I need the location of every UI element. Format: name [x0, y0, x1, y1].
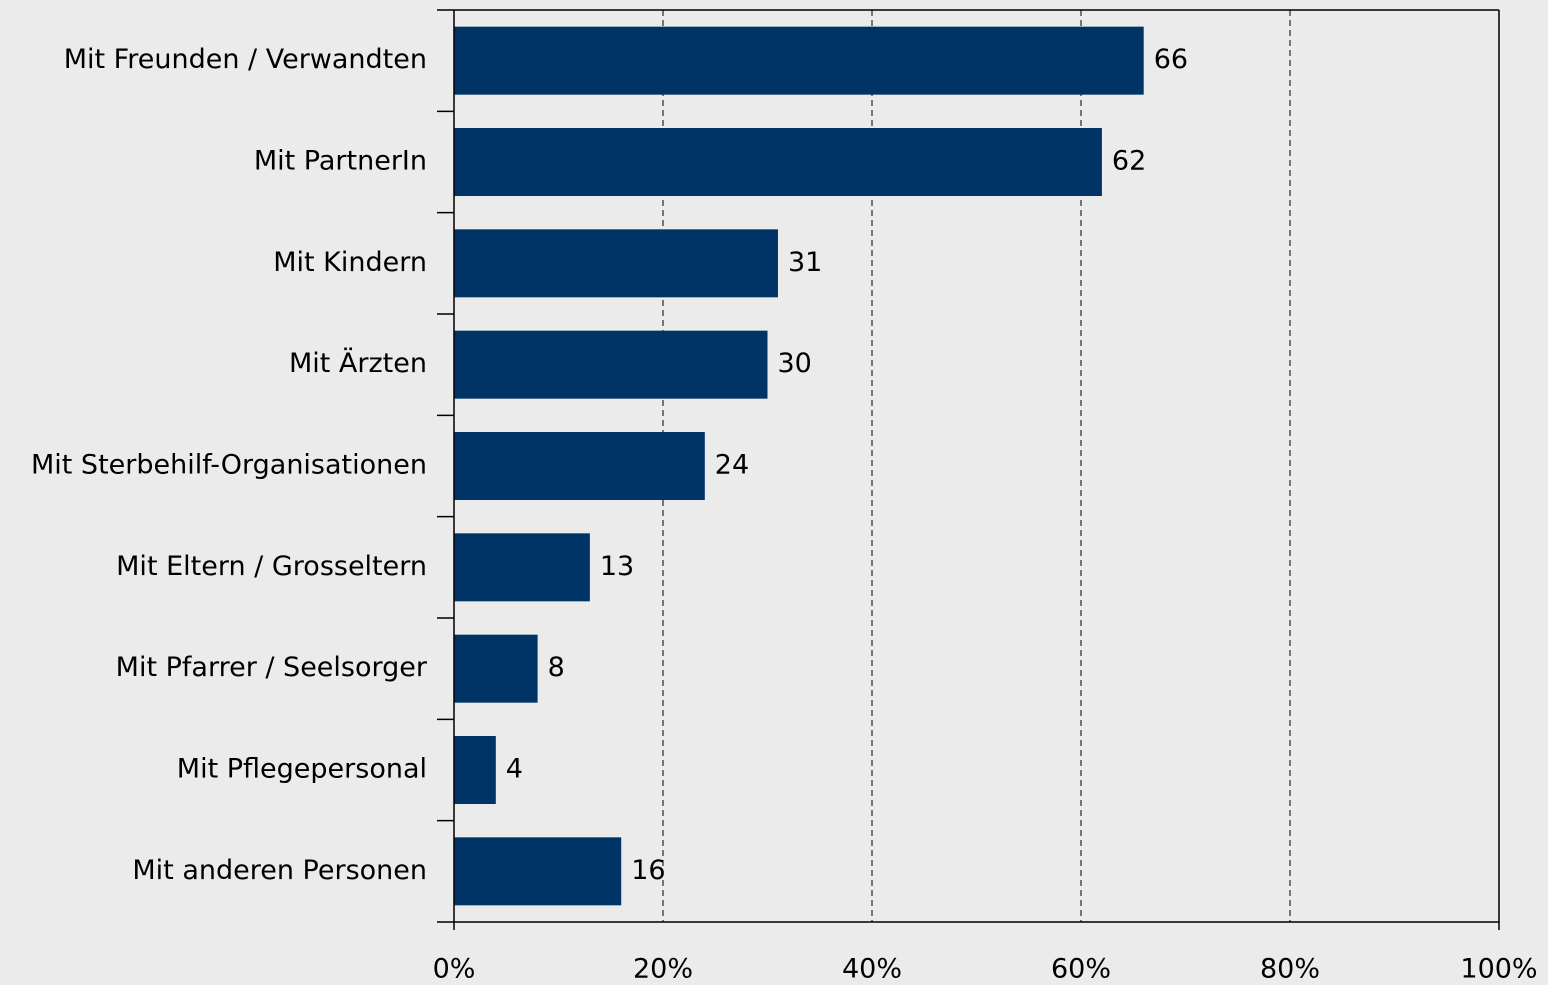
- y-tick-label: Mit anderen Personen: [132, 855, 427, 886]
- x-tick-label: 40%: [842, 954, 902, 985]
- data-label: 13: [600, 551, 634, 582]
- data-label: 62: [1112, 146, 1146, 177]
- bar: [454, 128, 1102, 196]
- data-label: 16: [631, 855, 665, 886]
- data-label: 8: [548, 652, 565, 683]
- y-tick-label: Mit Eltern / Grosseltern: [116, 551, 427, 582]
- y-tick-label: Mit Pfarrer / Seelsorger: [116, 652, 428, 683]
- data-label: 24: [715, 450, 749, 481]
- bar: [454, 533, 590, 602]
- data-label: 66: [1154, 44, 1188, 75]
- bar: [454, 736, 496, 804]
- y-tick-label: Mit Pflegepersonal: [177, 754, 427, 785]
- x-tick-label: 60%: [1051, 954, 1111, 985]
- y-tick-label: Mit PartnerIn: [254, 146, 427, 177]
- bar: [454, 26, 1144, 95]
- y-tick-label: Mit Sterbehilf-Organisationen: [31, 450, 427, 481]
- y-tick-label: Mit Ärzten: [289, 347, 427, 379]
- bar: [454, 432, 705, 500]
- x-tick-label: 100%: [1460, 954, 1537, 985]
- y-tick-label: Mit Freunden / Verwandten: [64, 44, 427, 75]
- y-tick-label: Mit Kindern: [273, 247, 427, 278]
- bar: [454, 330, 768, 399]
- bar: [454, 837, 622, 906]
- x-tick-label: 80%: [1260, 954, 1320, 985]
- data-label: 31: [788, 247, 822, 278]
- x-tick-label: 0%: [433, 954, 476, 985]
- bar: [454, 229, 778, 298]
- bar: [454, 634, 538, 703]
- x-tick-label: 20%: [633, 954, 693, 985]
- data-label: 4: [506, 754, 523, 785]
- data-label: 30: [778, 348, 812, 379]
